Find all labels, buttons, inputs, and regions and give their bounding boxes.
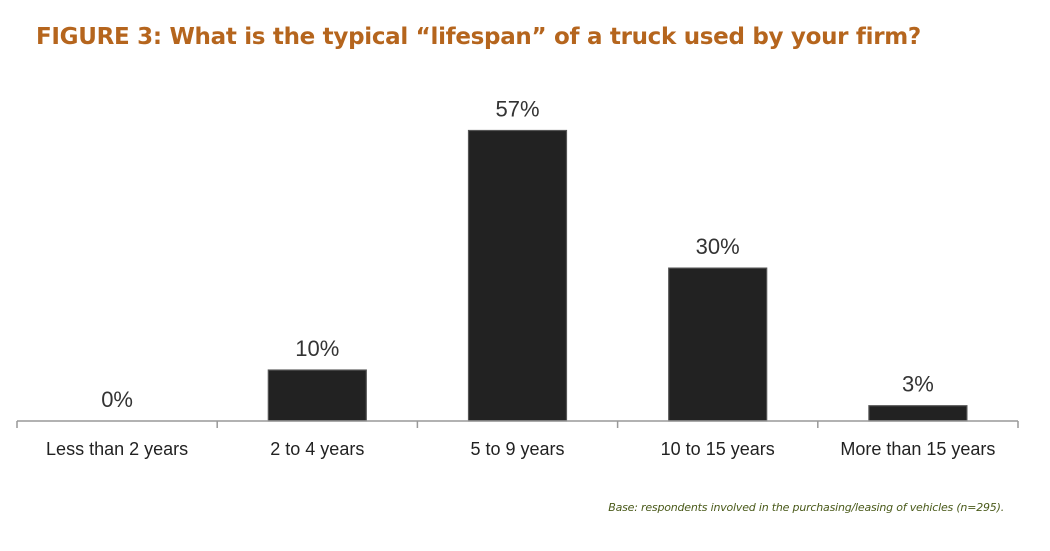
value-label-10-to-15-years: 30% xyxy=(696,234,740,259)
labels-group: 0% Less than 2 years 10% 2 to 4 years 57% 5 t… xyxy=(46,96,995,459)
bar-5-to-9-years xyxy=(467,129,568,422)
value-label-5-to-9-years: 57% xyxy=(495,96,539,121)
value-label-less-than-2-years: 0% xyxy=(101,387,133,412)
chart-title: FIGURE 3: What is the typical “lifespan”… xyxy=(36,24,921,50)
bar-10-to-15-years xyxy=(668,267,768,422)
category-label-5-to-9-years: 5 to 9 years xyxy=(470,439,564,459)
category-label-2-to-4-years: 2 to 4 years xyxy=(270,439,364,459)
value-label-more-than-15-years: 3% xyxy=(902,372,934,397)
x-axis xyxy=(16,420,1019,428)
bar-more-than-15-years xyxy=(868,405,968,422)
category-label-less-than-2-years: Less than 2 years xyxy=(46,439,188,459)
value-label-2-to-4-years: 10% xyxy=(295,336,339,361)
category-label-more-than-15-years: More than 15 years xyxy=(840,439,995,459)
footnote: Base: respondents involved in the purcha… xyxy=(608,501,1004,514)
bar-2-to-4-years xyxy=(267,369,367,422)
category-label-10-to-15-years: 10 to 15 years xyxy=(661,439,775,459)
bars-group xyxy=(267,129,968,422)
